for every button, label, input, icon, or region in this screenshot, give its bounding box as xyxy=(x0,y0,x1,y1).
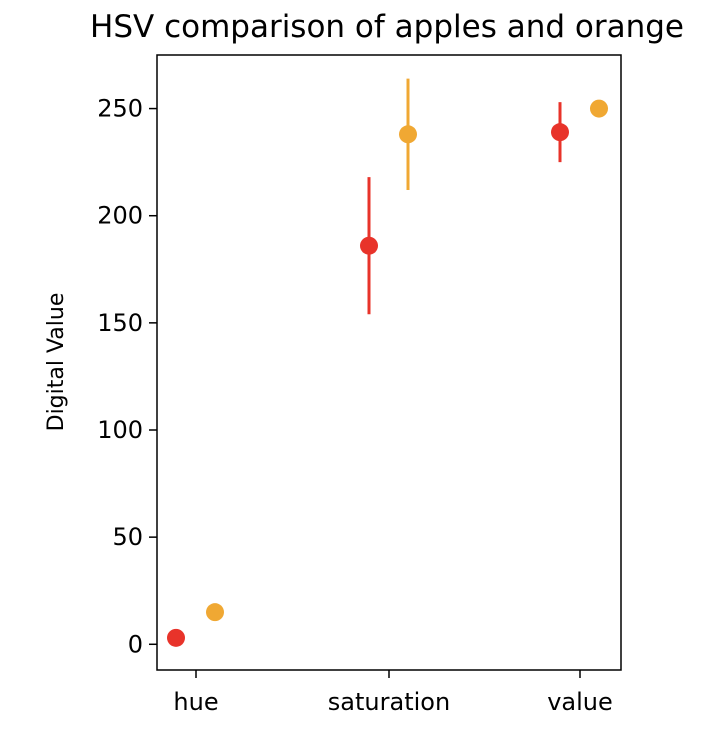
x-tick-label: hue xyxy=(173,688,218,716)
y-axis: 0 50 100 150 200 250 xyxy=(97,95,157,658)
data-marks xyxy=(167,78,608,647)
data-point-orange xyxy=(590,99,608,118)
data-point-apples xyxy=(551,123,569,142)
data-point-orange xyxy=(399,125,417,144)
x-axis: hue saturation value xyxy=(173,670,613,716)
y-tick-label: 50 xyxy=(112,523,143,551)
x-tick-label: saturation xyxy=(328,688,450,716)
x-tick-label: value xyxy=(547,688,613,716)
y-tick-label: 100 xyxy=(97,416,143,444)
y-tick-label: 150 xyxy=(97,309,143,337)
y-tick-label: 0 xyxy=(128,630,143,658)
chart-title: HSV comparison of apples and orange xyxy=(90,9,684,45)
data-point-apples xyxy=(360,236,378,255)
data-point-orange xyxy=(206,603,224,622)
plot-area-frame xyxy=(156,54,622,671)
data-point-apples xyxy=(167,628,185,647)
y-axis-label: Digital Value xyxy=(44,293,69,432)
y-tick-label: 250 xyxy=(97,95,143,123)
y-tick-label: 200 xyxy=(97,202,143,230)
